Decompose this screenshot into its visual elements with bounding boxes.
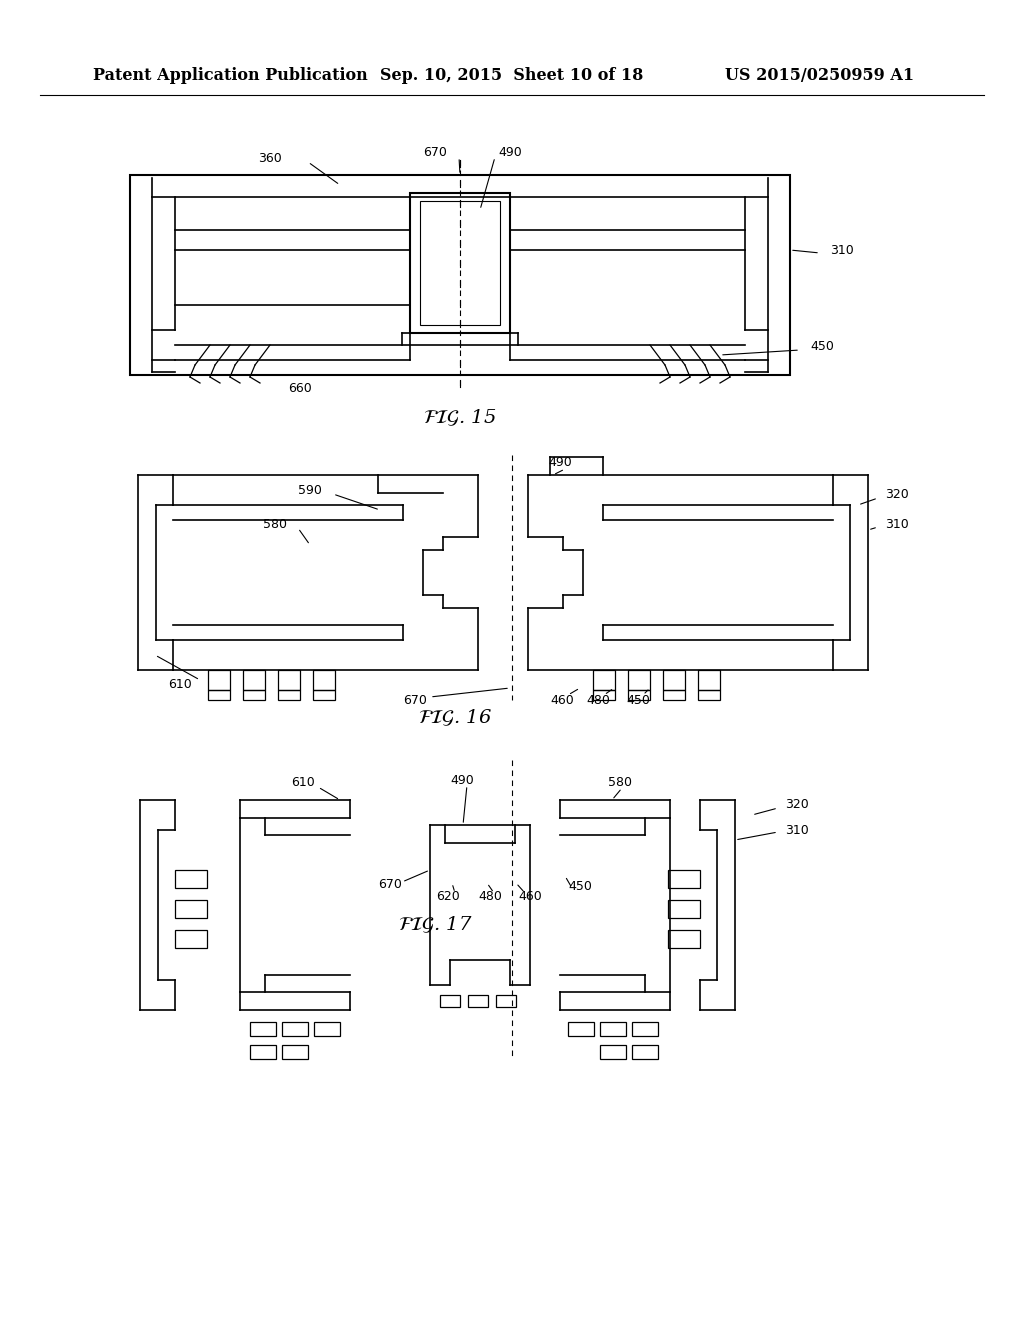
Text: 670: 670 xyxy=(403,693,427,706)
Text: US 2015/0250959 A1: US 2015/0250959 A1 xyxy=(725,66,914,83)
Bar xyxy=(663,690,685,700)
Text: 620: 620 xyxy=(436,890,460,903)
Bar xyxy=(593,671,615,690)
Bar xyxy=(632,1045,658,1059)
Text: 460: 460 xyxy=(518,890,542,903)
Bar xyxy=(175,870,207,888)
Bar xyxy=(440,995,460,1007)
Text: 320: 320 xyxy=(785,799,809,812)
Text: 480: 480 xyxy=(586,693,610,706)
Bar xyxy=(250,1022,276,1036)
Bar xyxy=(243,690,265,700)
Text: $\mathcal{FIG}$. 16: $\mathcal{FIG}$. 16 xyxy=(418,708,492,729)
Text: 670: 670 xyxy=(378,879,402,891)
Bar xyxy=(632,1022,658,1036)
Text: 320: 320 xyxy=(885,488,908,502)
Text: 310: 310 xyxy=(785,824,809,837)
Bar xyxy=(663,671,685,690)
Text: 460: 460 xyxy=(550,693,573,706)
Bar xyxy=(496,995,516,1007)
Bar xyxy=(278,690,300,700)
Text: 450: 450 xyxy=(568,880,592,894)
Bar xyxy=(410,193,510,333)
Text: Patent Application Publication: Patent Application Publication xyxy=(92,66,368,83)
Bar xyxy=(698,690,720,700)
Bar xyxy=(668,870,700,888)
Bar xyxy=(175,900,207,917)
Text: 670: 670 xyxy=(423,145,446,158)
Text: 580: 580 xyxy=(263,519,287,532)
Bar xyxy=(568,1022,594,1036)
Text: 580: 580 xyxy=(608,776,632,789)
Bar xyxy=(313,690,335,700)
Bar xyxy=(243,671,265,690)
Bar xyxy=(600,1022,626,1036)
Bar xyxy=(208,690,230,700)
Bar xyxy=(282,1045,308,1059)
Bar xyxy=(593,690,615,700)
Bar xyxy=(314,1022,340,1036)
Bar xyxy=(600,1045,626,1059)
Bar xyxy=(668,900,700,917)
Bar xyxy=(250,1045,276,1059)
Text: $\mathcal{FIG}$. 15: $\mathcal{FIG}$. 15 xyxy=(423,408,497,428)
Text: 450: 450 xyxy=(626,693,650,706)
Text: 480: 480 xyxy=(478,890,502,903)
Bar xyxy=(628,671,650,690)
Bar xyxy=(468,995,488,1007)
Bar xyxy=(175,931,207,948)
Text: 610: 610 xyxy=(168,678,191,692)
Text: 590: 590 xyxy=(298,483,322,496)
Text: 660: 660 xyxy=(288,381,312,395)
Text: 360: 360 xyxy=(258,152,282,165)
Text: $\mathcal{FIG}$. 17: $\mathcal{FIG}$. 17 xyxy=(397,915,472,936)
Bar xyxy=(130,176,790,375)
Text: 490: 490 xyxy=(548,455,571,469)
Text: 490: 490 xyxy=(498,145,522,158)
Text: 490: 490 xyxy=(451,774,474,787)
Text: 450: 450 xyxy=(810,341,834,354)
Bar xyxy=(698,671,720,690)
Text: 610: 610 xyxy=(291,776,314,789)
Bar xyxy=(628,690,650,700)
Bar xyxy=(282,1022,308,1036)
Text: 310: 310 xyxy=(885,517,908,531)
Bar xyxy=(278,671,300,690)
Bar xyxy=(668,931,700,948)
Text: Sep. 10, 2015  Sheet 10 of 18: Sep. 10, 2015 Sheet 10 of 18 xyxy=(380,66,644,83)
Bar xyxy=(208,671,230,690)
Bar xyxy=(313,671,335,690)
Bar xyxy=(420,201,500,325)
Text: 310: 310 xyxy=(830,243,854,256)
